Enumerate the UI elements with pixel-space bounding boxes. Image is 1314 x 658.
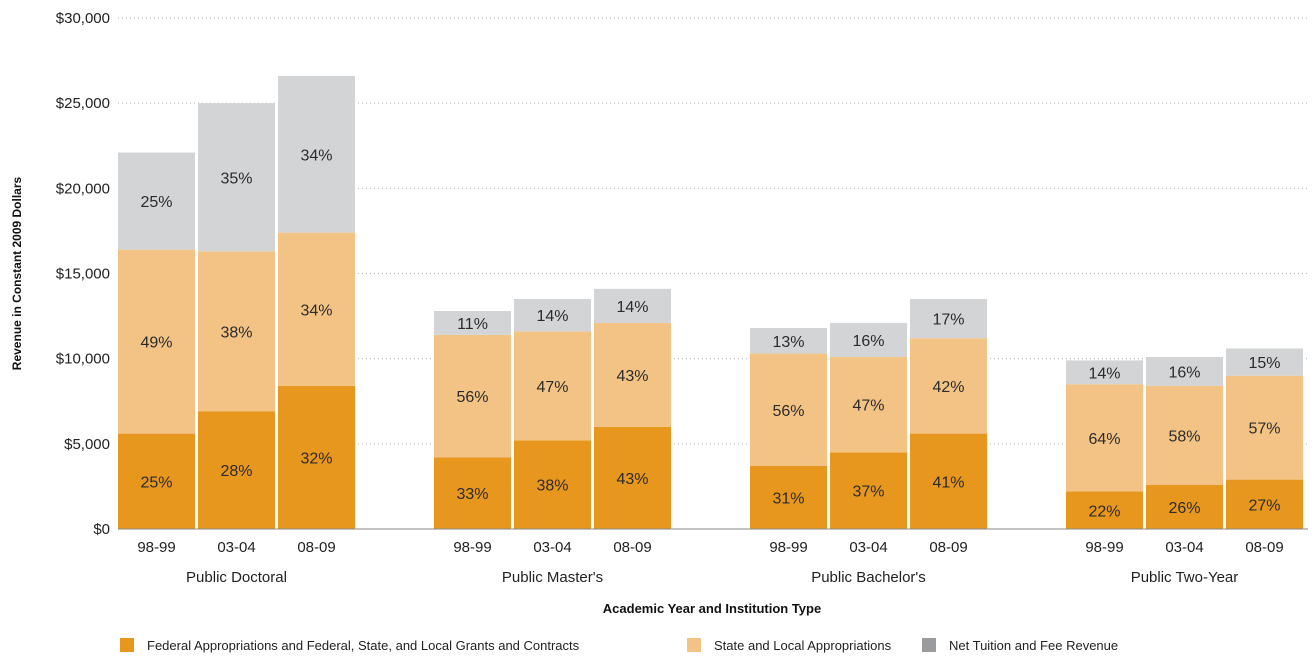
- x-tick-label: 03-04: [1165, 539, 1203, 556]
- data-label: 41%: [932, 474, 964, 491]
- legend-swatch-tuition: [922, 638, 936, 652]
- y-tick-label: $20,000: [56, 180, 110, 197]
- data-label: 26%: [1168, 500, 1200, 517]
- legend-label: Net Tuition and Fee Revenue: [949, 638, 1118, 653]
- y-tick-label: $10,000: [56, 351, 110, 368]
- data-label: 28%: [220, 463, 252, 480]
- y-tick-label: $15,000: [56, 266, 110, 283]
- legend-label: State and Local Appropriations: [714, 638, 892, 653]
- bars: 25% 49% 25% 28% 38% 35% 32% 34% 34% 33% 56% 11% 38% 4…: [118, 76, 1303, 529]
- data-label: 27%: [1248, 497, 1280, 514]
- x-tick-label: 98-99: [1085, 539, 1123, 556]
- data-label: 31%: [772, 490, 804, 507]
- data-label: 14%: [1088, 365, 1120, 382]
- x-tick-label: 03-04: [217, 539, 255, 556]
- data-label: 34%: [300, 147, 332, 164]
- data-label: 64%: [1088, 431, 1120, 448]
- data-label: 25%: [140, 194, 172, 211]
- x-axis-label: Academic Year and Institution Type: [603, 601, 821, 616]
- data-label: 38%: [536, 478, 568, 495]
- data-label: 25%: [140, 474, 172, 491]
- data-label: 38%: [220, 324, 252, 341]
- y-tick-label: $0: [93, 521, 110, 538]
- data-label: 16%: [1168, 364, 1200, 381]
- data-label: 49%: [140, 335, 172, 352]
- x-tick-label: 03-04: [533, 539, 571, 556]
- x-tick-label: 08-09: [929, 539, 967, 556]
- legend-label: Federal Appropriations and Federal, Stat…: [147, 638, 580, 653]
- y-tick-label: $5,000: [64, 436, 110, 453]
- group-label: Public Bachelor's: [811, 569, 926, 586]
- x-tick-label: 98-99: [137, 539, 175, 556]
- legend-swatch-state: [687, 638, 701, 652]
- data-label: 15%: [1248, 355, 1280, 372]
- data-label: 11%: [457, 316, 488, 333]
- data-label: 43%: [616, 471, 648, 488]
- x-tick-label: 08-09: [297, 539, 335, 556]
- data-label: 13%: [772, 334, 804, 351]
- legend: Federal Appropriations and Federal, Stat…: [120, 638, 1118, 653]
- data-label: 35%: [220, 170, 252, 187]
- x-tick-label: 98-99: [769, 539, 807, 556]
- data-label: 42%: [932, 379, 964, 396]
- data-label: 16%: [852, 333, 884, 350]
- data-label: 14%: [616, 299, 648, 316]
- data-label: 32%: [300, 450, 332, 467]
- data-label: 47%: [536, 379, 568, 396]
- data-label: 34%: [300, 302, 332, 319]
- data-label: 37%: [852, 484, 884, 501]
- group-label: Public Two-Year: [1131, 569, 1239, 586]
- x-tick-label: 98-99: [453, 539, 491, 556]
- group-label: Public Master's: [502, 569, 603, 586]
- y-axis-ticks: $0 $5,000 $10,000 $15,000 $20,000 $25,000 $30,…: [56, 10, 110, 538]
- data-label: 22%: [1088, 503, 1120, 520]
- y-axis-label: Revenue in Constant 2009 Dollars: [10, 176, 24, 370]
- data-label: 58%: [1168, 428, 1200, 445]
- y-tick-label: $25,000: [56, 95, 110, 112]
- data-label: 14%: [536, 308, 568, 325]
- x-tick-label: 08-09: [613, 539, 651, 556]
- x-tick-label: 03-04: [849, 539, 887, 556]
- data-label: 56%: [772, 403, 804, 420]
- data-label: 47%: [852, 398, 884, 415]
- group-label: Public Doctoral: [186, 569, 287, 586]
- legend-swatch-federal: [120, 638, 134, 652]
- data-label: 33%: [456, 486, 488, 503]
- data-label: 17%: [932, 312, 964, 329]
- data-label: 56%: [456, 389, 488, 406]
- data-label: 43%: [616, 368, 648, 385]
- y-tick-label: $30,000: [56, 10, 110, 27]
- data-label: 57%: [1248, 421, 1280, 438]
- x-tick-label: 08-09: [1245, 539, 1283, 556]
- x-axis-ticks: 98-99 03-04 08-09 Public Doctoral 98-99 03-04…: [137, 539, 1283, 586]
